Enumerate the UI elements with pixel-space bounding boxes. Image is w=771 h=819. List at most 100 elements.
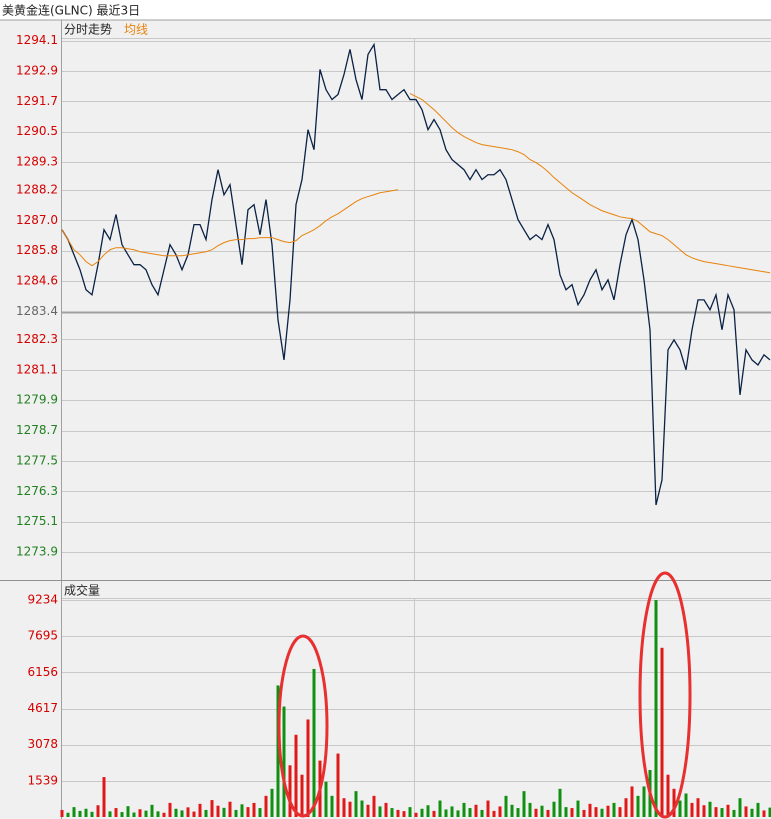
volume-bar: [522, 791, 526, 817]
volume-bar: [606, 805, 610, 817]
title-bar: [0, 0, 771, 20]
volume-bar: [450, 806, 454, 817]
y-tick-label: 1290.5: [16, 124, 58, 138]
volume-bar: [708, 801, 712, 817]
volume-bar: [612, 802, 616, 817]
volume-bar: [576, 800, 580, 817]
volume-bar: [492, 810, 496, 817]
y-tick-label: 1288.2: [16, 182, 58, 196]
title: 美黄金连(GLNC) 最近3日: [2, 3, 140, 18]
highlight-circle: [638, 571, 692, 819]
volume-bar: [558, 788, 562, 817]
y-tick-label: 1285.8: [16, 243, 58, 257]
volume-bar: [198, 803, 202, 817]
volume-bar: [588, 803, 592, 817]
volume-bar: [228, 801, 232, 817]
y-tick-label: 1283.4: [16, 304, 58, 318]
volume-bar: [732, 809, 736, 817]
volume-bar: [258, 808, 262, 817]
volume-bar: [438, 800, 442, 817]
volume-bar: [408, 807, 412, 817]
volume-bar: [402, 811, 406, 817]
y-tick-label: 1289.3: [16, 155, 58, 169]
volume-bar: [216, 805, 220, 817]
volume-bar: [672, 788, 676, 817]
legend-label: 均线: [124, 23, 148, 37]
y-tick-label: 1278.7: [16, 423, 58, 437]
y-tick-label: 7695: [27, 629, 58, 643]
volume-bar: [222, 807, 226, 817]
volume-bar: [192, 811, 196, 817]
volume-bar: [294, 734, 298, 817]
volume-bar: [138, 809, 142, 817]
volume-bar: [240, 804, 244, 817]
volume-bar: [96, 805, 100, 817]
volume-bar: [654, 600, 658, 817]
volume-bar: [528, 802, 532, 817]
y-tick-label: 1291.7: [16, 94, 58, 108]
volume-bar: [564, 807, 568, 817]
volume-bar: [516, 808, 520, 817]
y-tick-label: 1287.0: [16, 213, 58, 227]
volume-bar: [66, 812, 70, 817]
volume-bar: [552, 801, 556, 817]
volume-bar: [270, 788, 274, 817]
y-tick-label: 1282.3: [16, 332, 58, 346]
volume-bar: [546, 809, 550, 817]
volume-bar: [168, 802, 172, 817]
y-tick-label: 1281.1: [16, 362, 58, 376]
volume-bar: [360, 800, 364, 817]
volume-bar: [330, 795, 334, 817]
volume-bar: [540, 805, 544, 817]
volume-bar: [342, 798, 346, 817]
volume-bar: [144, 810, 148, 817]
volume-bar: [210, 800, 214, 817]
y-tick-label: 1276.3: [16, 484, 58, 498]
volume-bar: [366, 804, 370, 817]
volume-bar: [636, 795, 640, 817]
panel-title: 分时走势: [64, 23, 112, 37]
volume-bar: [750, 808, 754, 817]
volume-bar: [384, 802, 388, 817]
volume-bar: [156, 811, 160, 817]
volume-bar: [504, 795, 508, 817]
volume-bar: [372, 795, 376, 817]
volume-bar: [324, 781, 328, 817]
volume-bar: [666, 774, 670, 817]
volume-bar: [456, 810, 460, 817]
volume-bar: [288, 765, 292, 817]
volume-bar: [114, 808, 118, 817]
volume-bar: [510, 804, 514, 817]
volume-bar: [714, 807, 718, 817]
volume-bar: [300, 774, 304, 817]
volume-bar: [390, 808, 394, 817]
y-tick-label: 4617: [27, 701, 58, 715]
volume-bar: [126, 806, 130, 817]
volume-bar: [642, 786, 646, 817]
volume-bar: [468, 808, 472, 817]
volume-bar: [84, 808, 88, 817]
volume-bar: [432, 810, 436, 817]
volume-bar: [594, 807, 598, 817]
volume-bar: [162, 812, 166, 817]
price-line: [61, 42, 771, 506]
volume-bar: [108, 811, 112, 817]
volume-bar: [756, 802, 760, 817]
volume-bar: [696, 798, 700, 817]
volume-bar: [120, 812, 124, 817]
y-tick-label: 1279.9: [16, 393, 58, 407]
volume-bar: [480, 809, 484, 817]
volume-bar: [396, 809, 400, 817]
y-tick-label: 1292.9: [16, 63, 58, 77]
volume-bar: [426, 805, 430, 817]
y-tick-label: 3078: [27, 737, 58, 751]
volume-bar: [534, 808, 538, 817]
volume-bar: [618, 807, 622, 817]
average-line: [61, 93, 771, 274]
volume-bar: [702, 805, 706, 817]
volume-bar: [252, 802, 256, 817]
volume-bar: [306, 719, 310, 817]
volume-bar: [630, 786, 634, 817]
